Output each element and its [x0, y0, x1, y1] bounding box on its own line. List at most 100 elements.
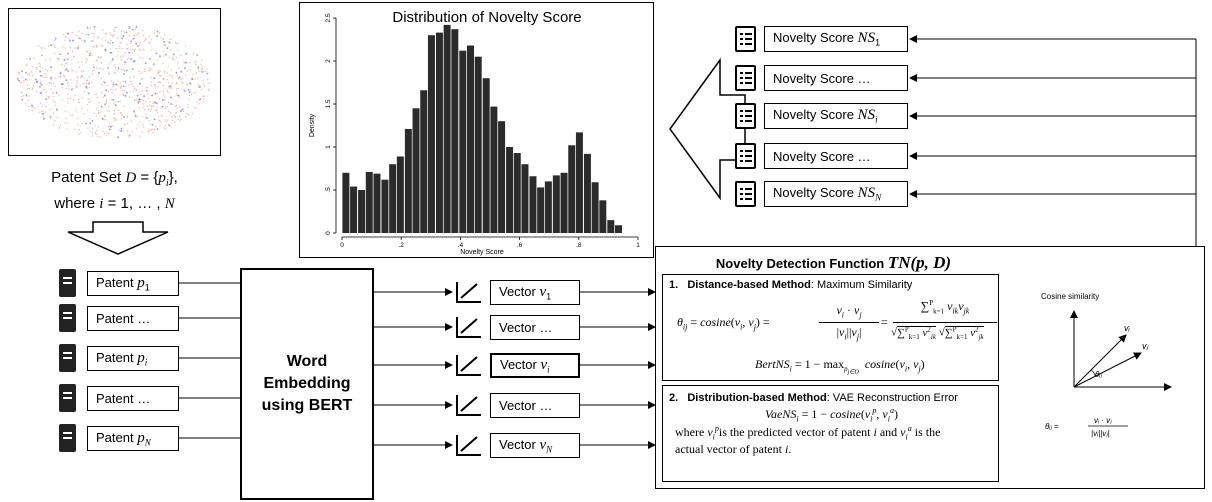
list-icon: [735, 103, 756, 129]
x-tick-label: .8: [576, 242, 582, 249]
cosine-illustration: Cosine similarity vᵢ vⱼ θᵢⱼ θᵢⱼ = vᵢ · v…: [1011, 277, 1201, 477]
cosine-theta-label: θᵢⱼ: [1095, 370, 1102, 379]
cosine-vi-label: vᵢ: [1124, 323, 1131, 333]
method1-number: 1.: [669, 279, 678, 291]
y-tick-label: 0: [325, 231, 332, 235]
histogram-bar: [405, 129, 412, 233]
novelty-detection-panel: Novelty Detection Function TN(p, D) 1. D…: [655, 246, 1205, 489]
histogram-bar: [413, 108, 420, 233]
method2-name: Distribution-based Method: [687, 392, 826, 404]
histogram-bar: [561, 173, 568, 233]
histogram-panel: Distribution of Novelty Score0.2.4.6.810…: [299, 2, 654, 258]
x-axis-label: Novelty Score: [460, 249, 504, 256]
vector-box: Vector …: [490, 315, 580, 340]
method1-equation: θij = cosine(vi, vj) = vi · vj |vi||vj| …: [673, 295, 993, 351]
histogram-bar: [514, 153, 521, 233]
novelty-score-label: Novelty Score …: [773, 71, 871, 86]
x-tick-label: 0: [340, 242, 344, 249]
vector-label: Vector vi: [500, 357, 550, 375]
histogram-bar: [553, 175, 560, 233]
ndf-title: Novelty Detection Function TN(p, D): [656, 253, 1011, 273]
histogram-bar: [373, 174, 380, 233]
novelty-score-box: Novelty Score …: [764, 65, 908, 91]
histogram-bar: [545, 181, 552, 233]
histogram-bar: [599, 200, 606, 233]
method1-desc: : Maximum Similarity: [811, 279, 912, 291]
x-tick-label: 1: [636, 242, 640, 249]
ndf-title-text: Novelty Detection Function: [716, 256, 884, 271]
method1-heading: 1. Distance-based Method: Maximum Simila…: [669, 279, 912, 291]
histogram-bar: [584, 154, 591, 233]
document-icon: [59, 424, 76, 452]
trend-chart-icon: [455, 393, 483, 417]
novelty-histogram: Distribution of Novelty Score0.2.4.6.810…: [300, 3, 652, 256]
histogram-bar: [537, 187, 544, 233]
patent-label: Patent …: [96, 391, 150, 406]
ndf-title-math: TN(p, D): [888, 253, 951, 272]
patent-label: Patent p1: [96, 275, 150, 293]
histogram-bar: [615, 225, 622, 233]
histogram-bar: [467, 46, 474, 233]
embedding-line2: Embedding: [263, 373, 350, 395]
document-icon: [59, 344, 76, 372]
list-icon: [735, 181, 756, 207]
histogram-bar: [397, 156, 404, 233]
vector-box: Vector v1: [490, 280, 580, 305]
method1-bertns: BertNSi = 1 − maxpj∈D cosine(vi, vj): [755, 357, 925, 376]
novelty-score-box: Novelty Score NSN: [764, 181, 908, 207]
vector-label: Vector …: [499, 320, 552, 335]
patent-label: Patent pN: [96, 430, 151, 448]
vector-box: Vector vi: [490, 353, 580, 378]
histogram-bar: [358, 190, 365, 233]
histogram-bar: [506, 147, 513, 233]
cosine-formula-lhs: θᵢⱼ =: [1045, 422, 1059, 431]
histogram-bar: [420, 90, 427, 233]
histogram-bar: [475, 57, 482, 233]
histogram-bar: [521, 164, 528, 233]
histogram-bar: [490, 107, 497, 233]
x-tick-label: .6: [517, 242, 523, 249]
word-embedding-box: Word Embedding using BERT: [240, 268, 374, 500]
vector-label: Vector …: [499, 398, 552, 413]
embedding-line1: Word: [287, 351, 328, 373]
novelty-score-box: Novelty Score NSi: [764, 103, 908, 129]
method1-name: Distance-based Method: [687, 279, 810, 291]
trend-chart-icon: [455, 433, 483, 457]
patent-box: Patent …: [87, 386, 179, 411]
histogram-bar: [342, 173, 349, 233]
y-axis-label: Density: [309, 113, 316, 137]
histogram-bar: [568, 145, 575, 233]
histogram-bar: [389, 164, 396, 233]
method2-box: 2. Distribution-based Method: VAE Recons…: [662, 385, 999, 482]
patent-box: Patent pN: [87, 426, 179, 451]
cosine-formula-den: |vᵢ||vⱼ|: [1091, 429, 1110, 438]
histogram-bar: [451, 29, 458, 233]
patent-box: Patent pi: [87, 346, 179, 371]
document-icon: [59, 384, 76, 412]
histogram-bar: [459, 51, 466, 233]
novelty-score-box: Novelty Score NS1: [764, 26, 908, 52]
list-icon: [735, 65, 756, 91]
trend-chart-icon: [455, 353, 483, 377]
method2-text1: where vipis the predicted vector of pate…: [675, 424, 940, 441]
list-icon: [735, 26, 756, 52]
histogram-bar: [592, 182, 599, 233]
method2-equation: VaeNSi = 1 − cosine(vip, via): [663, 406, 1000, 423]
big-left-arrow: [670, 60, 745, 198]
method2-text2: actual vector of patent i.: [675, 442, 791, 457]
histogram-bar: [529, 176, 536, 233]
vector-box: Vector vN: [490, 433, 580, 458]
cosine-vector-j: [1074, 353, 1141, 387]
histogram-bar: [483, 78, 490, 233]
vector-box: Vector …: [490, 393, 580, 418]
cosine-vj-label: vⱼ: [1142, 341, 1150, 351]
histogram-bar: [498, 121, 505, 233]
y-tick-label: 1.5: [325, 99, 332, 108]
patent-box: Patent …: [87, 306, 179, 331]
vector-label: Vector vN: [499, 437, 552, 455]
novelty-score-label: Novelty Score NSi: [773, 107, 878, 125]
y-tick-label: .5: [325, 187, 332, 193]
cosine-formula-num: vᵢ · vⱼ: [1094, 416, 1112, 425]
x-tick-label: .2: [398, 242, 404, 249]
